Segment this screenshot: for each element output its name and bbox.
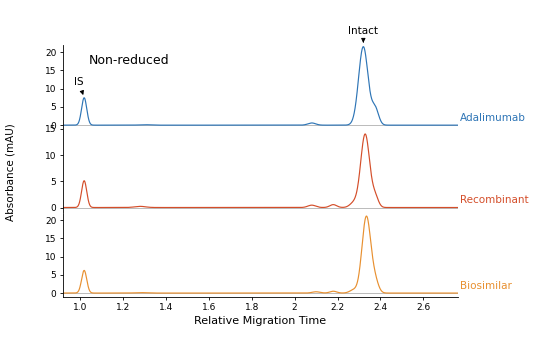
Text: Intact: Intact	[348, 26, 378, 42]
Text: Biosimilar: Biosimilar	[460, 281, 512, 291]
X-axis label: Relative Migration Time: Relative Migration Time	[194, 316, 326, 326]
Text: Recombinant: Recombinant	[460, 195, 529, 205]
Text: Non-reduced: Non-reduced	[88, 54, 169, 67]
Text: Adalimumab: Adalimumab	[460, 113, 526, 123]
Text: IS: IS	[74, 77, 83, 94]
Text: Absorbance (mAU): Absorbance (mAU)	[6, 124, 16, 221]
